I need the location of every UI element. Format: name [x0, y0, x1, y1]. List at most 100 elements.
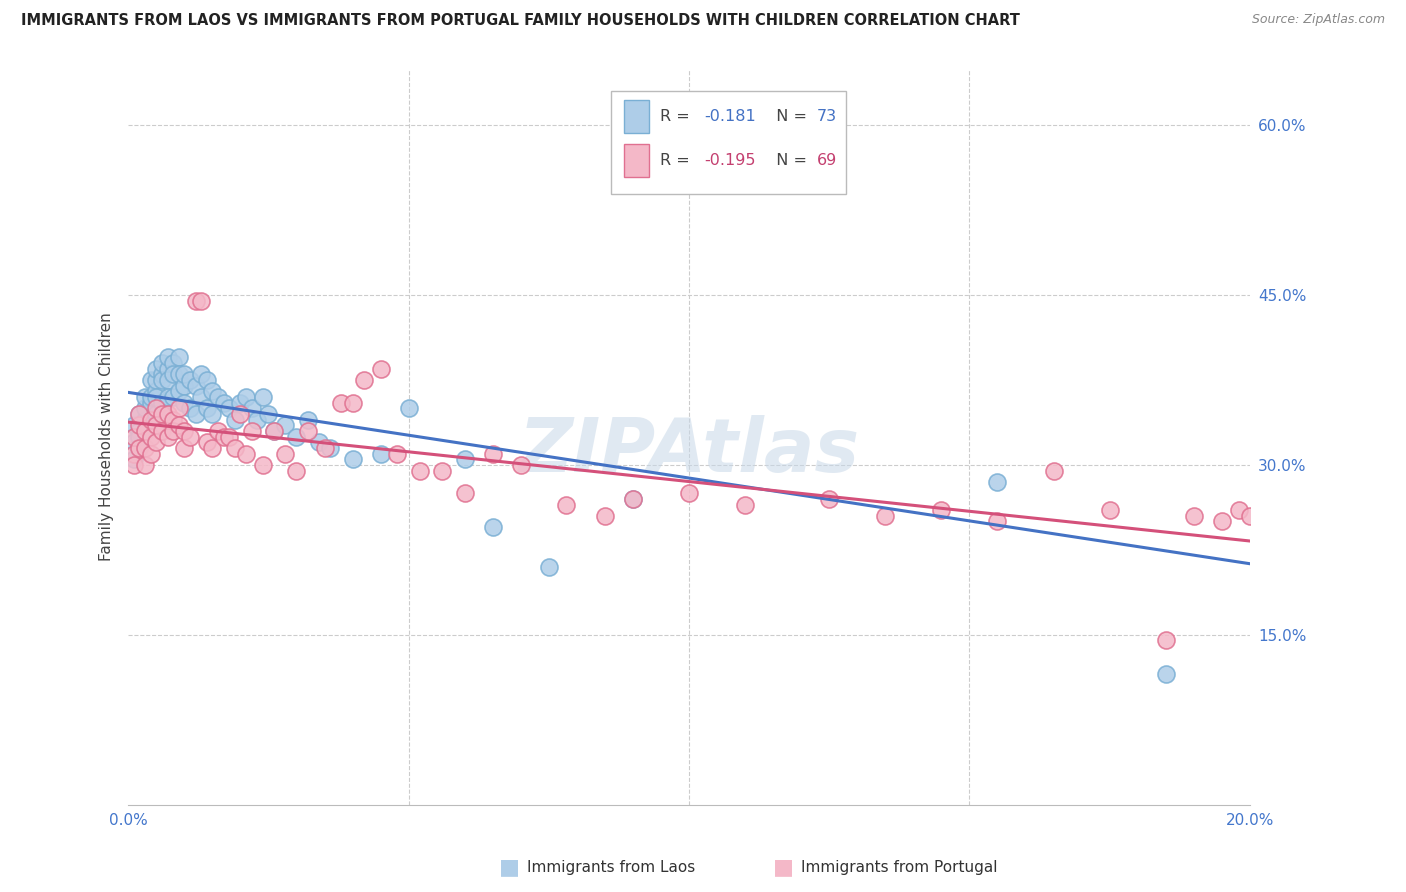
Point — [167, 401, 190, 416]
Point — [195, 401, 218, 416]
Point — [134, 412, 156, 426]
Point — [179, 429, 201, 443]
Point — [139, 390, 162, 404]
Point — [201, 407, 224, 421]
Point — [134, 390, 156, 404]
Point — [875, 508, 897, 523]
Text: Source: ZipAtlas.com: Source: ZipAtlas.com — [1251, 13, 1385, 27]
Point — [156, 351, 179, 365]
Text: R =: R = — [659, 109, 695, 124]
Point — [252, 458, 274, 472]
Point — [454, 486, 477, 500]
Point — [195, 373, 218, 387]
Point — [218, 401, 240, 416]
Point — [173, 441, 195, 455]
Point — [179, 401, 201, 416]
Point — [1239, 508, 1261, 523]
Point — [145, 361, 167, 376]
Point — [818, 491, 841, 506]
Point — [162, 412, 184, 426]
Text: IMMIGRANTS FROM LAOS VS IMMIGRANTS FROM PORTUGAL FAMILY HOUSEHOLDS WITH CHILDREN: IMMIGRANTS FROM LAOS VS IMMIGRANTS FROM … — [21, 13, 1019, 29]
Text: -0.195: -0.195 — [704, 153, 756, 168]
Point — [128, 407, 150, 421]
Point — [986, 515, 1008, 529]
Point — [342, 452, 364, 467]
Point — [145, 418, 167, 433]
Point — [150, 424, 173, 438]
Text: 69: 69 — [817, 153, 837, 168]
Text: N =: N = — [766, 153, 813, 168]
Point — [201, 441, 224, 455]
Point — [184, 293, 207, 308]
Point — [621, 491, 644, 506]
Point — [134, 424, 156, 438]
Point — [145, 401, 167, 416]
Point — [297, 412, 319, 426]
Text: 73: 73 — [817, 109, 837, 124]
Point — [207, 424, 229, 438]
Point — [162, 390, 184, 404]
Point — [224, 412, 246, 426]
Point — [246, 412, 269, 426]
Point — [134, 458, 156, 472]
Point — [285, 464, 308, 478]
Point — [156, 390, 179, 404]
Point — [1154, 633, 1177, 648]
Point — [229, 395, 252, 409]
Point — [139, 412, 162, 426]
Point — [235, 446, 257, 460]
Point — [285, 429, 308, 443]
Point — [212, 395, 235, 409]
Point — [167, 368, 190, 382]
Point — [319, 441, 342, 455]
Point — [139, 429, 162, 443]
Text: Immigrants from Portugal: Immigrants from Portugal — [801, 860, 998, 874]
Point — [145, 435, 167, 450]
Point — [621, 491, 644, 506]
Point — [1211, 515, 1233, 529]
Point — [537, 559, 560, 574]
Point — [128, 441, 150, 455]
Point — [122, 429, 145, 443]
Point — [218, 429, 240, 443]
Point — [190, 390, 212, 404]
Text: -0.181: -0.181 — [704, 109, 756, 124]
Point — [554, 498, 576, 512]
Bar — [624, 144, 648, 178]
Point — [139, 373, 162, 387]
Point — [454, 452, 477, 467]
Point — [481, 446, 503, 460]
Point — [145, 373, 167, 387]
Point — [409, 464, 432, 478]
Point — [145, 384, 167, 399]
Point — [128, 407, 150, 421]
Point — [145, 407, 167, 421]
Text: ■: ■ — [499, 857, 520, 877]
Point — [167, 351, 190, 365]
Point — [122, 418, 145, 433]
Point — [173, 395, 195, 409]
Point — [156, 429, 179, 443]
Point — [122, 458, 145, 472]
Point — [139, 395, 162, 409]
Point — [167, 418, 190, 433]
Point — [201, 384, 224, 399]
Point — [184, 378, 207, 392]
Point — [195, 435, 218, 450]
Point — [1227, 503, 1250, 517]
Point — [593, 508, 616, 523]
Point — [134, 424, 156, 438]
Point — [1042, 464, 1064, 478]
Point — [370, 446, 392, 460]
Point — [173, 378, 195, 392]
Point — [150, 395, 173, 409]
Point — [162, 424, 184, 438]
Point — [252, 390, 274, 404]
Point — [1154, 667, 1177, 681]
Point — [122, 446, 145, 460]
Point — [128, 441, 150, 455]
Point — [134, 441, 156, 455]
Point — [263, 424, 285, 438]
Point — [167, 384, 190, 399]
Point — [240, 424, 263, 438]
